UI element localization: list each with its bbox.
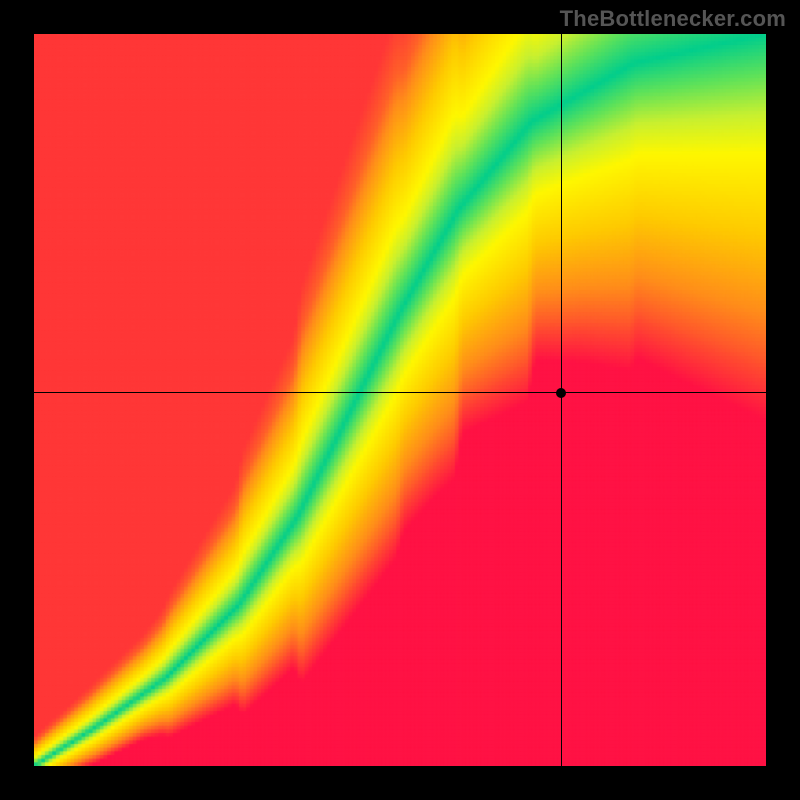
- crosshair-vertical: [561, 34, 562, 766]
- crosshair-horizontal: [34, 392, 766, 393]
- crosshair-marker: [556, 388, 566, 398]
- heatmap-canvas: [34, 34, 766, 766]
- plot-area: [34, 34, 766, 766]
- watermark-text: TheBottlenecker.com: [560, 6, 786, 32]
